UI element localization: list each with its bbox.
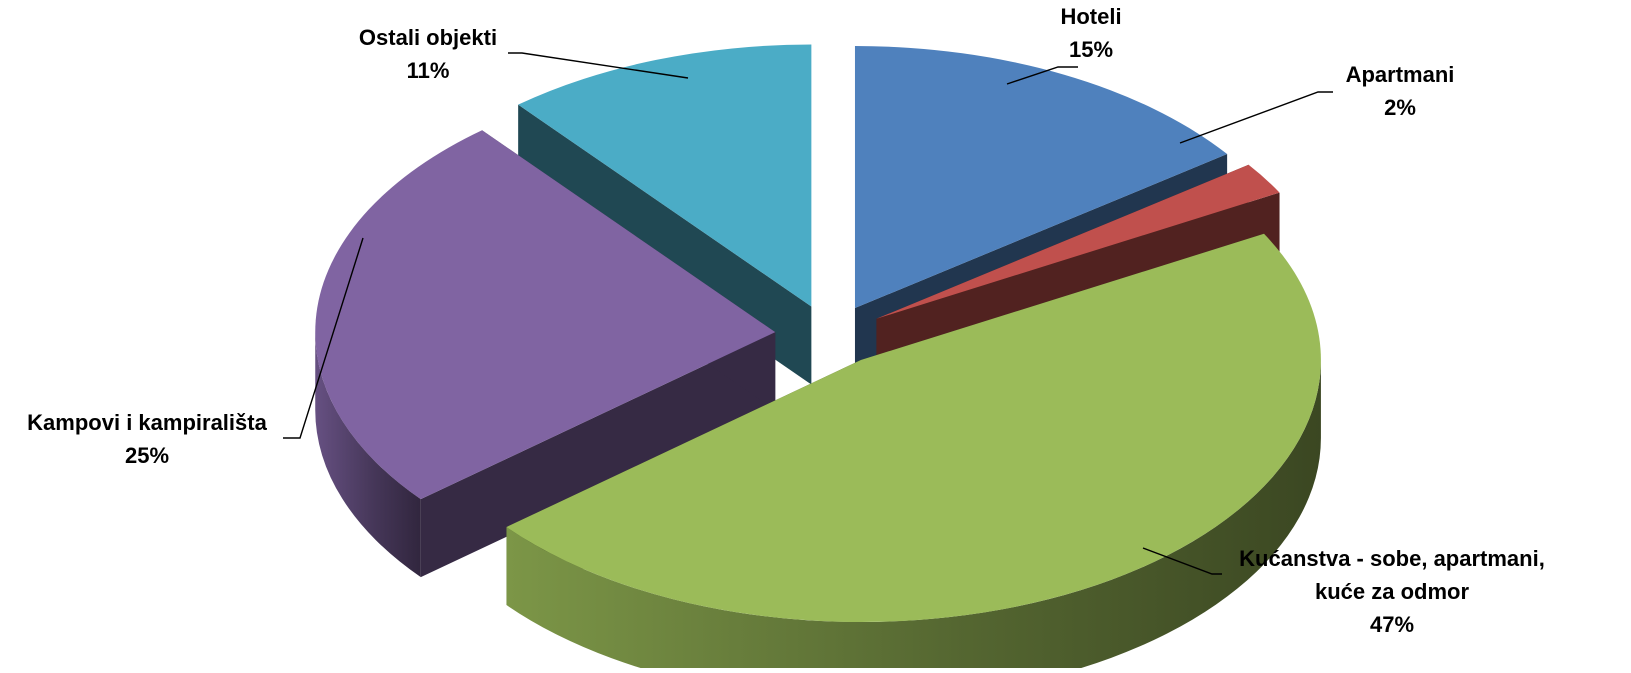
slices-layer [315, 44, 1321, 673]
slice-label: Apartmani 2% [1346, 62, 1455, 120]
slice-outer-wall [506, 360, 1321, 673]
slice-outer-wall [315, 332, 421, 578]
leader-line [508, 52, 689, 79]
pie-slice [315, 130, 776, 578]
leader-line [1006, 66, 1078, 85]
leader-line [1142, 547, 1222, 575]
slice-name-label: Kućanstva - sobe, apartmani, [1239, 546, 1545, 571]
slice-label: Kampovi i kampirališta 25% [27, 410, 267, 468]
slice-top-face [506, 233, 1321, 623]
slice-top-face [876, 164, 1280, 319]
pie-slice [506, 233, 1321, 673]
slice-label: Ostali objekti 11% [359, 25, 497, 83]
slice-top-face [315, 130, 776, 500]
slice-value-label: 25% [125, 443, 169, 468]
leader-line [1179, 91, 1333, 144]
slice-top-face [854, 46, 1228, 309]
leader-line [283, 237, 364, 439]
slice-value-label: 15% [1069, 37, 1113, 62]
slice-value-label: 2% [1384, 95, 1416, 120]
labels-layer: Hoteli 15% Apartmani 2% Kućanstva - sobe, ap… [27, 4, 1545, 637]
slice-side-face [420, 332, 776, 578]
slice-top-face [518, 44, 812, 307]
leader-lines [283, 52, 1333, 575]
slice-value-label: 47% [1370, 612, 1414, 637]
slice-name-label: kuće za odmor [1315, 579, 1469, 604]
slice-name-label: Kampovi i kampirališta [27, 410, 267, 435]
slice-label: Kućanstva - sobe, apartmani, kuće za odmo… [1239, 546, 1545, 637]
slice-name-label: Ostali objekti [359, 25, 497, 50]
slice-name-label: Apartmani [1346, 62, 1455, 87]
slice-value-label: 11% [407, 58, 450, 83]
slice-label: Hoteli 15% [1060, 4, 1121, 62]
slice-name-label: Hoteli [1060, 4, 1121, 29]
